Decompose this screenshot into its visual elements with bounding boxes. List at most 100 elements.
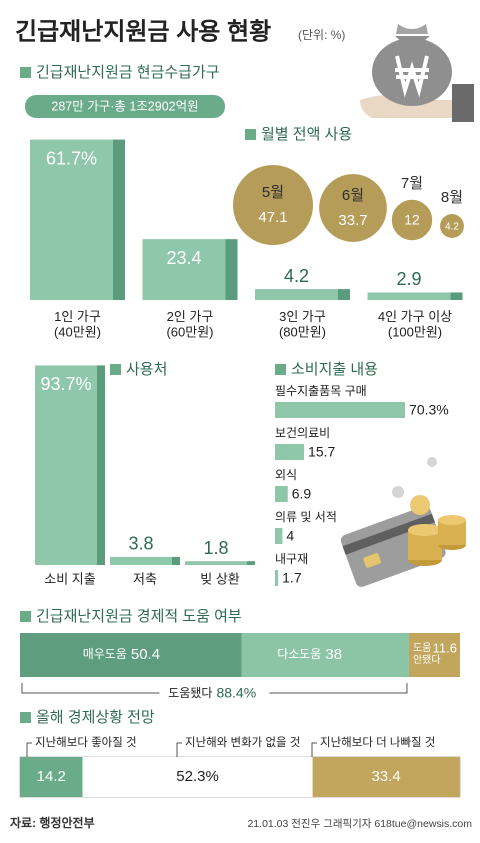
category-label: 내구재: [275, 552, 308, 566]
section-title: 소비지출 내용: [291, 361, 378, 378]
bar-segment: [82, 757, 313, 797]
section-bullet: [20, 67, 31, 78]
bar-segment: [408, 633, 460, 677]
category-label: 필수지출품목 구매: [275, 384, 367, 398]
section-title: 긴급재난지원금 현금수급가구: [36, 64, 220, 81]
value-label: 4.2: [445, 222, 459, 233]
bar-side: [338, 289, 350, 300]
x-tick-label: 3인 가구 (80만원): [279, 309, 326, 340]
bar-side: [225, 239, 238, 300]
bubble: [232, 164, 314, 246]
bar: [35, 365, 97, 565]
value-label: 11.6: [433, 640, 457, 655]
legend-label: 지난해와 변화가 없을 것: [185, 736, 300, 749]
bar-side: [247, 561, 255, 565]
value-label: 93.7%: [40, 374, 91, 394]
legend-label: 지난해보다 더 나빠질 것: [320, 736, 435, 749]
section-title: 올해 경제상황 전망: [36, 709, 155, 726]
bubble-category: 8월: [441, 189, 463, 206]
source: 자료: 행정안전부: [10, 815, 95, 830]
category-label: 외식: [275, 468, 297, 482]
bar: [255, 289, 338, 300]
subtitle-box: [25, 95, 225, 118]
bar: [275, 528, 283, 544]
bar: [275, 444, 305, 460]
bar-segment: [241, 633, 409, 677]
value-label: 38: [325, 646, 342, 663]
label-bracket: [176, 742, 182, 757]
bar-segment: [312, 757, 460, 797]
legend-label: 지난해보다 좋아질 것: [35, 736, 137, 749]
section-bullet: [20, 611, 31, 622]
bubble: [319, 174, 387, 242]
bubble-category: 6월: [342, 187, 364, 204]
money-bag-icon: [360, 24, 474, 122]
subtitle: 287만 가구·총 1조2902억원: [51, 99, 198, 113]
credit: 21.01.03 전진우 그래픽기자 618tue@newsis.com: [247, 818, 472, 830]
value-label: 1.7: [282, 570, 302, 586]
bar: [142, 239, 226, 300]
section-title: 사용처: [126, 361, 167, 378]
category-label: 보건의료비: [275, 426, 330, 440]
category-label: 의류 및 서적: [275, 510, 337, 524]
title: 긴급재난지원금 사용 현황: [15, 18, 271, 45]
value-label: 2.9: [396, 269, 421, 289]
total-label-bg: [159, 685, 270, 701]
value-label: 1.8: [203, 538, 228, 558]
x-tick-label: 소비 지출: [44, 571, 95, 586]
bubble-category: 7월: [401, 175, 423, 192]
value-label: 47.1: [258, 209, 287, 226]
bar-segment: [20, 633, 242, 677]
value-label: 70.3%: [409, 402, 449, 418]
value-label: 4: [286, 528, 294, 544]
value-label: 33.7: [338, 212, 367, 229]
section-bullet: [275, 364, 286, 375]
total-value: 88.4%: [216, 685, 256, 701]
value-label: 23.4: [166, 248, 201, 268]
coins-card-icon: [340, 457, 466, 587]
bubble: [440, 214, 464, 238]
bar: [185, 561, 247, 565]
bar-side: [450, 292, 463, 300]
value-label: 15.7: [308, 444, 335, 460]
x-tick-label: 저축: [133, 571, 157, 586]
value-label: 4.2: [284, 266, 309, 286]
bar-side: [172, 556, 180, 565]
bubble-category: 5월: [262, 184, 284, 201]
bar-side: [113, 139, 125, 300]
unit: (단위: %): [298, 28, 345, 42]
section-bullet: [110, 364, 121, 375]
section-bullet: [245, 129, 256, 140]
x-tick-label: 4인 가구 이상 (100만원): [378, 309, 452, 340]
section-title: 긴급재난지원금 경제적 도움 여부: [36, 608, 242, 625]
bar-segment: [20, 757, 83, 797]
bar: [30, 139, 113, 300]
bar: [275, 486, 288, 502]
x-tick-label: 빚 상환: [200, 571, 240, 586]
total-label: 도움됐다: [168, 686, 212, 700]
value-label: 12: [404, 212, 420, 228]
legend-label: 매우도움: [83, 647, 127, 661]
value-label: 61.7%: [46, 148, 97, 168]
value-label: 50.4: [131, 646, 160, 663]
bubble: [391, 199, 433, 241]
value-label: 52.3%: [176, 768, 219, 785]
legend-label: 다소도움: [277, 647, 321, 661]
bar: [367, 292, 451, 300]
x-tick-label: 1인 가구 (40만원): [54, 309, 101, 340]
value-label: 6.9: [292, 486, 312, 502]
legend-label: 도움 안됐다: [413, 642, 441, 666]
section-bullet: [20, 712, 31, 723]
x-tick-label: 2인 가구 (60만원): [166, 309, 213, 340]
section-title: 월별 전액 사용: [261, 126, 352, 143]
bar: [110, 556, 172, 565]
label-bracket: [26, 742, 32, 757]
bar: [275, 402, 406, 418]
value-label: 33.4: [371, 768, 400, 785]
value-label: 3.8: [128, 534, 153, 554]
value-label: 14.2: [37, 768, 66, 785]
bar: [275, 570, 279, 586]
bar-side: [97, 365, 105, 565]
